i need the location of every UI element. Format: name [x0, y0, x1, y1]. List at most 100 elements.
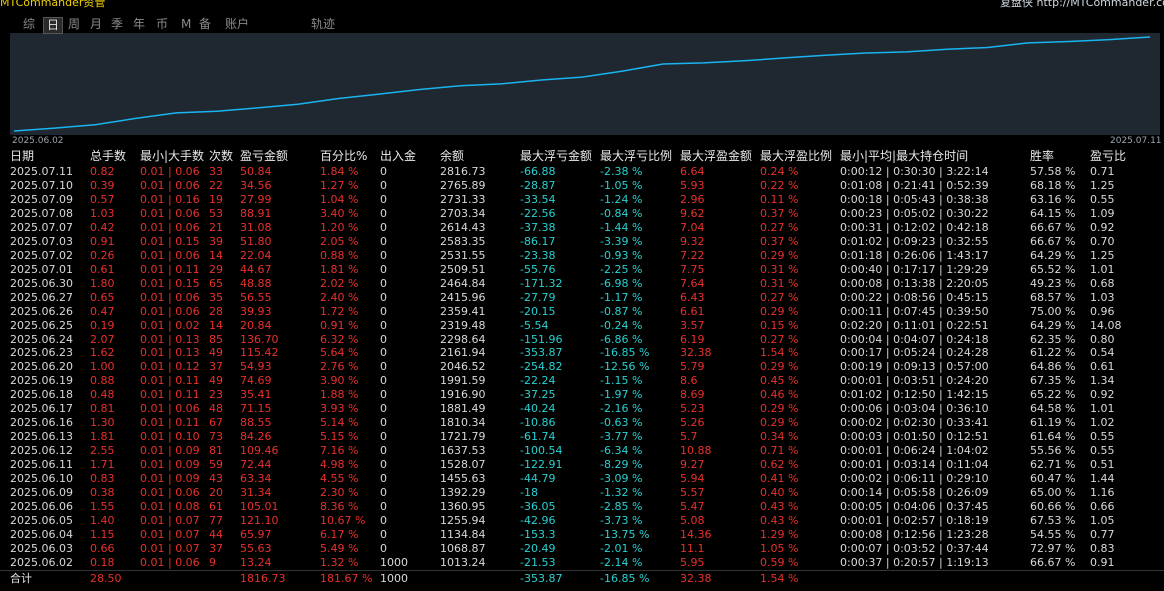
cell: 0.48	[90, 388, 115, 402]
cell: 68.18 %	[1030, 178, 1076, 192]
cell: -1.97 %	[600, 388, 643, 402]
cell: 0.01 | 0.09	[140, 458, 200, 472]
cell: 0.01 | 0.07	[140, 514, 200, 527]
cell: 50.84	[240, 165, 272, 178]
cell: 31.08	[240, 220, 272, 234]
cell: -18	[520, 486, 538, 500]
cell: 1.72 %	[320, 304, 359, 318]
cell: 9.32	[680, 234, 705, 248]
cell: -40.24	[520, 402, 556, 416]
cell: 0:00:37 | 0:20:57 | 1:19:13	[840, 555, 989, 569]
cell: -55.76	[520, 262, 556, 276]
cell: 0:00:40 | 0:17:17 | 1:29:29	[840, 262, 989, 276]
cell: -3.39 %	[600, 234, 643, 248]
cell: -21.53	[520, 555, 556, 569]
cell: 0.91	[90, 234, 115, 248]
cell: 66.67 %	[1030, 220, 1076, 234]
tab[interactable]: 轨迹	[311, 17, 336, 31]
cell: 1.15	[90, 527, 115, 541]
cell: 61.19 %	[1030, 416, 1076, 430]
cell: 1.62	[90, 346, 115, 360]
cell: -10.86	[520, 416, 556, 430]
cell: 0.31 %	[760, 276, 799, 290]
cell: 1916.90	[440, 388, 486, 402]
cell: 1.29 %	[760, 527, 799, 541]
cell: 0	[380, 374, 387, 388]
cell: -353.87	[520, 346, 563, 360]
cell: 7.16 %	[320, 444, 359, 458]
cell: 0:00:07 | 0:03:52 | 0:37:44	[840, 541, 989, 555]
cell: 0	[380, 220, 387, 234]
cell: 1392.29	[440, 486, 486, 500]
cell: 10.88	[680, 444, 712, 458]
cell: 2.40 %	[320, 290, 359, 304]
cell: 2.76 %	[320, 360, 359, 374]
site-link[interactable]: 复盘侠 http://MTCommander.com	[1000, 0, 1164, 9]
cell: 0.88	[90, 374, 115, 388]
cell: -151.96	[520, 332, 563, 346]
cell: 0.27 %	[760, 290, 799, 304]
cell: 2025.06.04	[10, 527, 73, 541]
cell: -66.88	[520, 165, 556, 178]
cell: 0.61	[90, 262, 115, 276]
cell: -2.25 %	[600, 262, 643, 276]
cell: 0.55	[1090, 430, 1115, 444]
cell: 2731.33	[440, 192, 486, 206]
cell: 0.01 | 0.07	[140, 527, 200, 541]
tab[interactable]: 币	[156, 17, 169, 31]
cell: 0.01 | 0.06	[140, 486, 200, 500]
cell: 84.26	[240, 430, 272, 444]
cell: 2614.43	[440, 220, 486, 234]
cell: 66.67 %	[1030, 234, 1076, 248]
cell: 2359.41	[440, 304, 486, 318]
tab[interactable]: 周	[68, 17, 81, 31]
tab[interactable]: 月	[90, 17, 103, 31]
cell: 0.26	[90, 248, 115, 262]
cell: 2025.07.10	[10, 178, 73, 192]
cell: 31.34	[240, 486, 272, 500]
cell: 1.00	[90, 360, 115, 374]
cell: 20.84	[240, 318, 272, 332]
cell: 0:01:02 | 0:09:23 | 0:32:55	[840, 234, 989, 248]
cell: 57.58 %	[1030, 165, 1076, 178]
column-header: 日期	[10, 149, 35, 163]
chart-start-date: 2025.06.02	[12, 136, 64, 146]
cell: 0:00:01 | 0:03:51 | 0:24:20	[840, 374, 989, 388]
cell: 1.34	[1090, 374, 1115, 388]
tab[interactable]: 日	[43, 17, 64, 34]
cell: 64.29 %	[1030, 318, 1076, 332]
total-cell: 28.50	[90, 572, 122, 585]
cell: 1.01	[1090, 262, 1115, 276]
cell: 63.16 %	[1030, 192, 1076, 206]
cell: 0.01 | 0.06	[140, 304, 200, 318]
cell: -3.09 %	[600, 472, 643, 486]
cell: 1.01	[1090, 402, 1115, 416]
tab[interactable]: 备	[199, 17, 212, 31]
tab[interactable]: 年	[133, 17, 146, 31]
tab[interactable]: M	[181, 17, 192, 31]
cell: 5.94	[680, 472, 705, 486]
cell: 0:00:17 | 0:05:24 | 0:24:28	[840, 346, 989, 360]
cell: 33	[209, 165, 223, 178]
cell: 0:00:01 | 0:03:14 | 0:11:04	[840, 458, 989, 472]
cell: 35.41	[240, 388, 272, 402]
cell: 0.01 | 0.13	[140, 346, 200, 360]
cell: 0:00:31 | 0:12:02 | 0:42:18	[840, 220, 989, 234]
cell: 5.49 %	[320, 541, 359, 555]
tab[interactable]: 账户	[225, 17, 250, 31]
cell: -36.05	[520, 500, 556, 514]
cell: -6.34 %	[600, 444, 643, 458]
cell: 0	[380, 514, 387, 527]
tab[interactable]: 季	[111, 17, 124, 31]
cell: -2.14 %	[600, 555, 643, 569]
cell: 1.55	[90, 500, 115, 514]
tab[interactable]: 综	[23, 17, 36, 31]
cell: 14	[209, 248, 223, 262]
cell: 0	[380, 318, 387, 332]
cell: -0.84 %	[600, 206, 643, 220]
chart-bg	[10, 33, 1160, 135]
cell: 0.29 %	[760, 248, 799, 262]
cell: 9.27	[680, 458, 705, 472]
cell: 0.66	[90, 541, 115, 555]
cell: 2025.06.27	[10, 290, 73, 304]
